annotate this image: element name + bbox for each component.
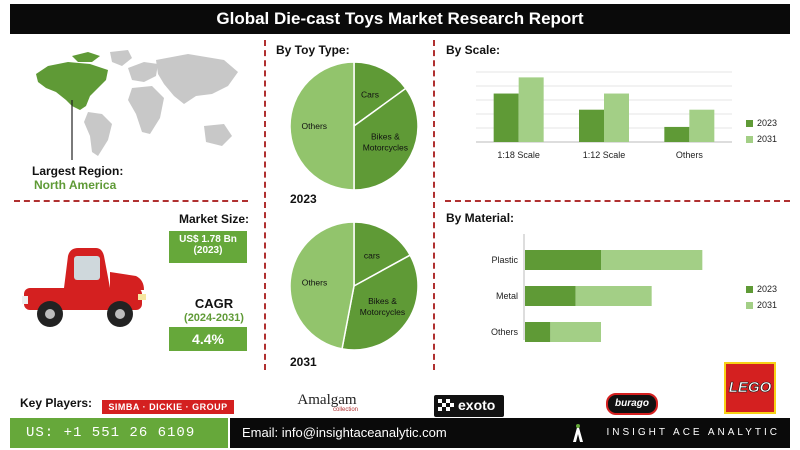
divider-left xyxy=(264,40,266,370)
material-legend-2031: 2031 xyxy=(757,300,777,310)
pie-2031-label-1: Motorcycles xyxy=(360,307,405,317)
pie-2031-slice-0 xyxy=(353,221,412,288)
material-bar-1-2031 xyxy=(575,286,652,306)
toy-truck-image xyxy=(22,248,146,327)
cagr-period: (2024-2031) xyxy=(184,312,244,324)
amalgam-logo: Amalgam xyxy=(297,392,357,408)
material-bar-1-2023 xyxy=(525,286,576,306)
scale-bar-0-2023 xyxy=(493,93,519,142)
toy-type-title: By Toy Type: xyxy=(276,43,350,57)
region-value: North America xyxy=(34,178,117,192)
pie-year-2031: 2031 xyxy=(290,355,317,369)
exoto-text: exoto xyxy=(458,397,496,413)
scale-title: By Scale: xyxy=(446,43,501,57)
scale-category-label: 1:12 Scale xyxy=(583,150,626,160)
pie-2031-label-0: cars xyxy=(364,251,380,261)
scale-bar-1-2023 xyxy=(579,109,604,142)
amalgam-sub: collection xyxy=(332,407,358,413)
pie-2023-label-2: Others xyxy=(302,121,328,131)
market-size-year: (2023) xyxy=(193,245,223,256)
material-category-label: Metal xyxy=(496,291,518,301)
scale-legend-swatch-2023 xyxy=(746,120,753,127)
pie-2031-slice-2 xyxy=(289,221,355,350)
material-legend-swatch-2031 xyxy=(746,302,753,309)
scale-bar-1-2031 xyxy=(604,93,629,142)
exoto-logo: exoto xyxy=(434,395,504,417)
region-label: Largest Region: xyxy=(32,164,124,178)
simba-dickie-logo: SIMBA · DICKIE · GROUP xyxy=(102,400,234,414)
key-players-label: Key Players: xyxy=(20,396,93,410)
scale-legend-2023: 2023 xyxy=(757,118,777,128)
divider-right xyxy=(433,40,435,370)
checkered-flag-icon xyxy=(438,399,454,411)
brand-name: INSIGHT ACE ANALYTIC xyxy=(606,427,780,438)
material-category-label: Others xyxy=(491,327,519,337)
material-legend-2023: 2023 xyxy=(757,284,777,294)
market-size-value: US$ 1.78 Bn xyxy=(179,234,237,245)
pie-2023-slice-1 xyxy=(353,87,419,191)
material-bar-0-2031 xyxy=(601,250,703,270)
material-bar-chart: Plastic Metal Others 2023 2031 xyxy=(491,234,777,342)
pie-2023-label-1: Bikes & xyxy=(371,131,400,141)
cagr-label: CAGR xyxy=(194,296,234,311)
pie-chart-2031: cars Bikes &Motorcycles Others xyxy=(289,221,419,351)
divider-right-h xyxy=(445,200,790,202)
material-bar-2-2031 xyxy=(550,322,601,342)
scale-bar-chart: 1:18 Scale 1:12 Scale Others 2023 2031 xyxy=(476,71,777,160)
material-bar-0-2023 xyxy=(525,250,601,270)
world-map xyxy=(36,50,238,160)
material-category-label: Plastic xyxy=(491,255,518,265)
lego-logo: LEGO xyxy=(724,362,776,414)
pie-2023-label-1: Motorcycles xyxy=(363,142,408,152)
pie-2031-slice-1 xyxy=(341,254,419,351)
market-size-box: US$ 1.78 Bn (2023) xyxy=(169,231,247,263)
phone-bar[interactable]: US: +1 551 26 6109 xyxy=(10,418,228,448)
pie-2031-label-1: Bikes & xyxy=(368,296,397,306)
footer-bar: Email: info@insightaceanalytic.com INSIG… xyxy=(230,418,790,448)
material-bar-2-2023 xyxy=(525,322,551,342)
pie-2023-slice-2 xyxy=(289,61,355,191)
insightace-logo-icon xyxy=(573,424,583,442)
pie-year-2023: 2023 xyxy=(290,192,317,206)
scale-bar-2-2023 xyxy=(664,126,690,142)
burago-logo: burago xyxy=(606,393,658,415)
scale-legend-swatch-2031 xyxy=(746,136,753,143)
north-america-shape xyxy=(36,62,108,110)
pie-chart-2023: Cars Bikes &Motorcycles Others xyxy=(289,61,419,191)
market-size-label: Market Size: xyxy=(178,212,250,226)
pie-2023-label-0: Cars xyxy=(361,90,379,100)
material-legend-swatch-2023 xyxy=(746,286,753,293)
material-title: By Material: xyxy=(446,211,515,225)
scale-legend-2031: 2031 xyxy=(757,134,777,144)
pie-2023-slice-0 xyxy=(353,61,407,128)
email-link[interactable]: Email: info@insightaceanalytic.com xyxy=(242,425,447,440)
scale-bar-2-2031 xyxy=(689,109,715,142)
scale-bar-0-2031 xyxy=(518,77,544,142)
divider-left-h xyxy=(14,200,248,202)
pie-2031-label-2: Others xyxy=(302,277,328,287)
scale-category-label: Others xyxy=(676,150,704,160)
scale-category-label: 1:18 Scale xyxy=(497,150,540,160)
page-title: Global Die-cast Toys Market Research Rep… xyxy=(10,4,790,34)
cagr-value: 4.4% xyxy=(169,327,247,351)
